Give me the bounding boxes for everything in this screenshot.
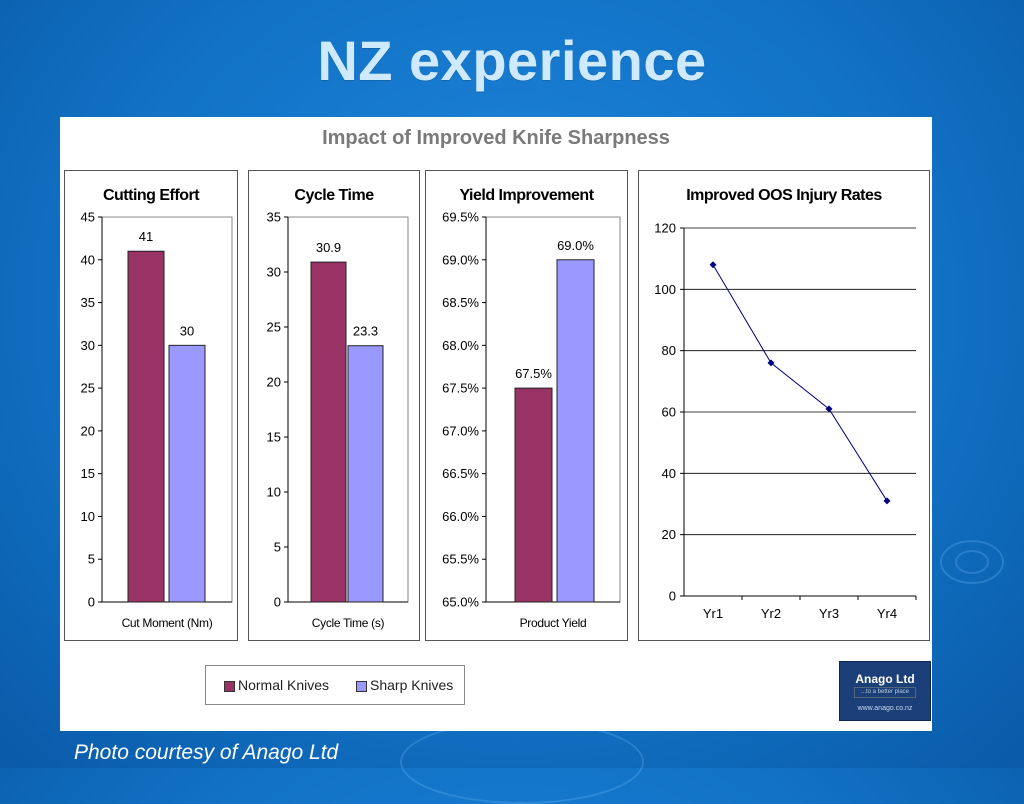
y-tick-label: 20: [81, 423, 95, 438]
cutting-effort-chart: Cutting Effort 0 5 10 15 20 25 30 35 40 45 41 30 Cut …: [64, 170, 238, 641]
y-tick-label: 5: [274, 540, 281, 555]
y-tick-label: 40: [662, 466, 676, 481]
logo-name: Anago Ltd: [855, 672, 915, 686]
chart-title: Cutting Effort: [103, 187, 200, 204]
data-label: 69.0%: [557, 238, 594, 253]
x-tick-label: Yr1: [703, 606, 723, 621]
y-tick-label: 30: [267, 265, 281, 280]
y-tick-label: 35: [81, 295, 95, 310]
y-tick-label: 10: [267, 485, 281, 500]
x-category-label: Cycle Time (s): [312, 616, 385, 630]
y-tick-label: 66.0%: [442, 509, 479, 524]
y-tick-label: 15: [81, 466, 95, 481]
y-tick-label: 80: [662, 343, 676, 358]
y-tick-label: 20: [267, 375, 281, 390]
anago-logo: Anago Ltd ...to a better place www.anago…: [839, 661, 931, 721]
injury-rates-svg: Improved OOS Injury Rates 0 20 40 60 80 100 120…: [654, 187, 917, 621]
data-label: 23.3: [353, 324, 378, 339]
y-tick-label: 0: [88, 595, 95, 610]
chart-title: Improved OOS Injury Rates: [686, 187, 882, 204]
y-tick-label: 68.0%: [442, 338, 479, 353]
chart-title: Cycle Time: [294, 187, 374, 204]
y-tick-label: 120: [654, 221, 676, 236]
y-tick-label: 0: [669, 589, 676, 604]
x-tick-label: Yr2: [761, 606, 781, 621]
data-label: 41: [139, 229, 153, 244]
y-tick-label: 68.5%: [442, 295, 479, 310]
y-tick-label: 15: [267, 430, 281, 445]
yield-improvement-svg: Yield Improvement 65.0% 65.5% 66.0% 66.5% 67.…: [442, 187, 621, 630]
y-tick-label: 65.5%: [442, 552, 479, 567]
bar-sharp: [168, 344, 206, 603]
data-point: [825, 405, 833, 413]
y-tick-label: 20: [662, 527, 676, 542]
legend-swatch-sharp: [356, 681, 367, 692]
slide-title: NZ experience: [317, 29, 707, 92]
cutting-effort-svg: Cutting Effort 0 5 10 15 20 25 30 35 40 45 41 30 Cut …: [81, 187, 233, 630]
y-tick-label: 67.0%: [442, 423, 479, 438]
y-tick-label: 0: [274, 595, 281, 610]
legend-swatch-normal: [224, 681, 235, 692]
data-point: [883, 497, 891, 505]
water-ripple-decoration: [940, 540, 1004, 584]
y-tick-label: 69.5%: [442, 210, 479, 225]
figure-panel: Impact of Improved Knife Sharpness Cutti…: [60, 117, 932, 731]
logo-tagline: ...to a better place: [854, 687, 916, 698]
figure-title: Impact of Improved Knife Sharpness: [322, 127, 670, 149]
legend-label-sharp: Sharp Knives: [370, 677, 454, 693]
data-label: 30: [180, 323, 194, 338]
y-tick-label: 100: [654, 282, 676, 297]
y-tick-label: 40: [81, 252, 95, 267]
y-tick-label: 5: [88, 552, 95, 567]
bar-sharp: [556, 259, 595, 603]
bar-normal: [127, 250, 165, 603]
y-tick-label: 69.0%: [442, 252, 479, 267]
y-tick-label: 60: [662, 405, 676, 420]
water-ripple-decoration: [955, 550, 989, 574]
data-point: [709, 261, 717, 269]
plot-area: [485, 216, 621, 603]
y-tick-label: 25: [267, 320, 281, 335]
data-point: [767, 359, 775, 367]
data-label: 67.5%: [515, 366, 552, 381]
chart-legend: Normal Knives Sharp Knives: [205, 665, 465, 705]
logo-website: www.anago.co.nz: [857, 705, 913, 712]
data-label: 30.9: [316, 240, 341, 255]
bar-normal: [310, 261, 347, 603]
legend-label-normal: Normal Knives: [238, 677, 330, 693]
bar-sharp: [347, 345, 384, 603]
y-tick-label: 35: [267, 210, 281, 225]
x-tick-label: Yr4: [877, 606, 897, 621]
series-line: [712, 264, 888, 502]
y-tick-label: 65.0%: [442, 595, 479, 610]
x-category-label: Cut Moment (Nm): [122, 616, 213, 630]
cycle-time-chart: Cycle Time 0 5 10 15 20 25 30 35 30.9 23.3 Cycle Ti…: [248, 170, 420, 641]
chart-title: Yield Improvement: [459, 187, 594, 204]
injury-rates-chart: Improved OOS Injury Rates 0 20 40 60 80 100 120…: [638, 170, 930, 641]
y-tick-label: 67.5%: [442, 381, 479, 396]
x-tick-label: Yr3: [819, 606, 839, 621]
y-tick-label: 10: [81, 509, 95, 524]
water-ripple-decoration: [400, 720, 644, 804]
cycle-time-svg: Cycle Time 0 5 10 15 20 25 30 35 30.9 23.3 Cycle Ti…: [267, 187, 409, 630]
y-tick-label: 66.5%: [442, 466, 479, 481]
x-category-label: Product Yield: [520, 616, 587, 630]
plot-area: [101, 216, 233, 603]
y-tick-label: 30: [81, 338, 95, 353]
photo-caption: Photo courtesy of Anago Ltd: [74, 741, 339, 764]
bar-normal: [514, 387, 553, 603]
y-tick-label: 25: [81, 381, 95, 396]
y-tick-label: 45: [81, 210, 95, 225]
yield-improvement-chart: Yield Improvement 65.0% 65.5% 66.0% 66.5% 67.…: [425, 170, 628, 641]
